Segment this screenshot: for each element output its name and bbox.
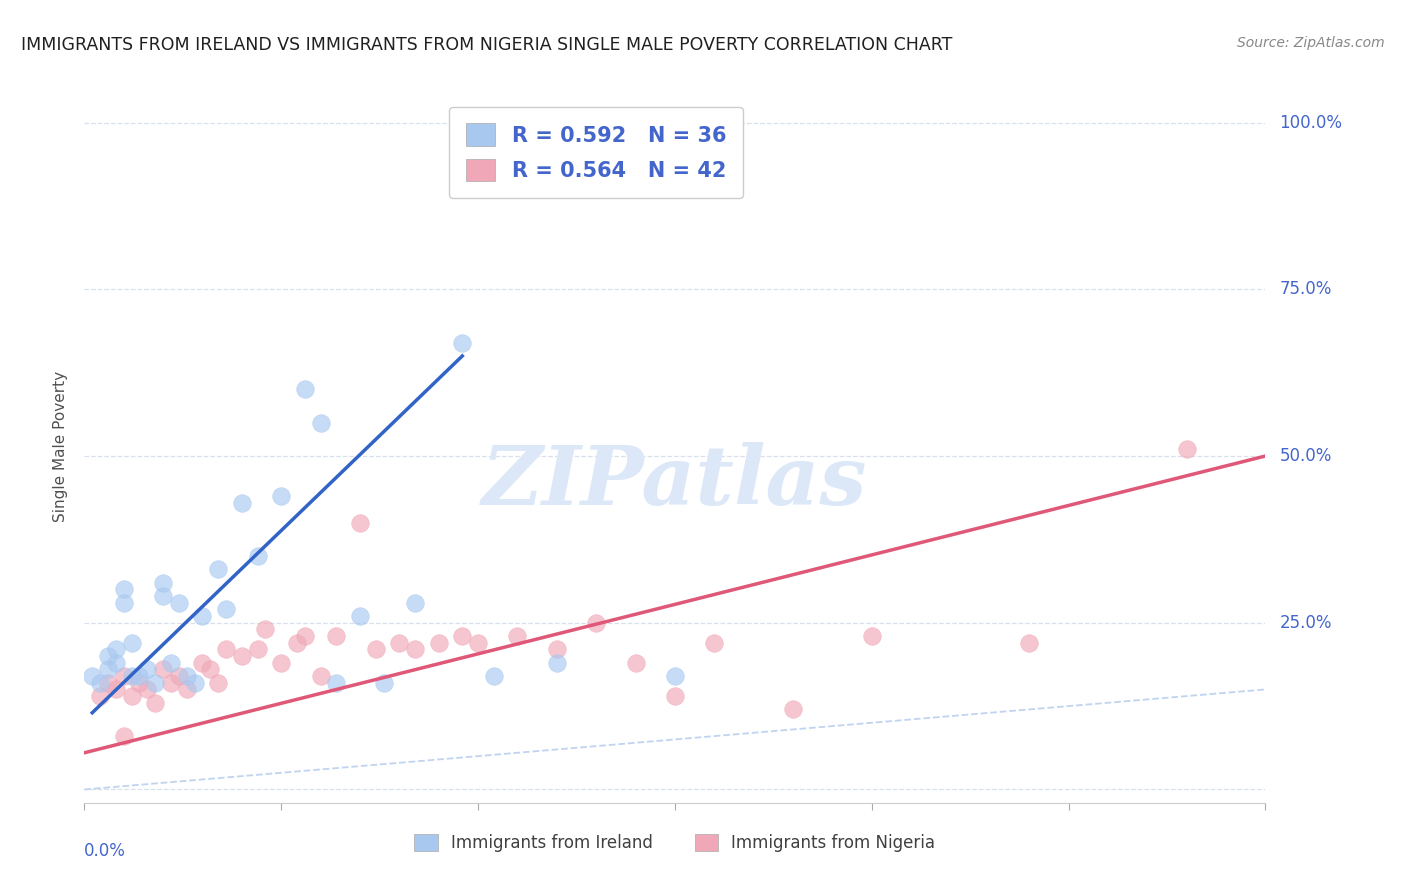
Point xyxy=(89,675,111,690)
Point xyxy=(152,589,174,603)
Point xyxy=(270,656,292,670)
Point xyxy=(176,682,198,697)
Point xyxy=(191,609,214,624)
Point xyxy=(246,642,269,657)
Point xyxy=(860,629,883,643)
Point xyxy=(121,669,143,683)
Point xyxy=(349,609,371,624)
Point xyxy=(128,669,150,683)
Text: 50.0%: 50.0% xyxy=(1279,447,1331,465)
Point xyxy=(482,669,505,683)
Point xyxy=(1175,442,1198,457)
Point xyxy=(285,636,308,650)
Text: 0.0%: 0.0% xyxy=(84,842,127,860)
Point xyxy=(782,702,804,716)
Point xyxy=(624,656,647,670)
Point xyxy=(231,496,253,510)
Point xyxy=(309,669,332,683)
Text: 75.0%: 75.0% xyxy=(1279,280,1331,298)
Point xyxy=(97,662,120,676)
Point xyxy=(349,516,371,530)
Legend: Immigrants from Ireland, Immigrants from Nigeria: Immigrants from Ireland, Immigrants from… xyxy=(408,827,942,859)
Point xyxy=(167,596,190,610)
Point xyxy=(183,675,205,690)
Point xyxy=(294,629,316,643)
Point xyxy=(325,675,347,690)
Point xyxy=(128,675,150,690)
Point xyxy=(254,623,277,637)
Point xyxy=(121,636,143,650)
Point xyxy=(160,656,183,670)
Point xyxy=(325,629,347,643)
Point xyxy=(546,642,568,657)
Point xyxy=(703,636,725,650)
Text: IMMIGRANTS FROM IRELAND VS IMMIGRANTS FROM NIGERIA SINGLE MALE POVERTY CORRELATI: IMMIGRANTS FROM IRELAND VS IMMIGRANTS FR… xyxy=(21,36,952,54)
Point xyxy=(207,675,229,690)
Point xyxy=(1018,636,1040,650)
Point xyxy=(167,669,190,683)
Point xyxy=(152,662,174,676)
Point xyxy=(104,682,127,697)
Point xyxy=(176,669,198,683)
Text: Source: ZipAtlas.com: Source: ZipAtlas.com xyxy=(1237,36,1385,50)
Point xyxy=(364,642,387,657)
Point xyxy=(82,669,104,683)
Point xyxy=(309,416,332,430)
Point xyxy=(231,649,253,664)
Point xyxy=(136,662,159,676)
Point xyxy=(104,656,127,670)
Point xyxy=(404,642,426,657)
Point xyxy=(451,335,474,350)
Point xyxy=(215,642,238,657)
Point xyxy=(89,689,111,703)
Point xyxy=(104,642,127,657)
Point xyxy=(373,675,395,690)
Point xyxy=(97,675,120,690)
Point xyxy=(404,596,426,610)
Text: ZIPatlas: ZIPatlas xyxy=(482,442,868,522)
Point xyxy=(200,662,222,676)
Point xyxy=(467,636,489,650)
Point xyxy=(215,602,238,616)
Point xyxy=(388,636,411,650)
Point xyxy=(246,549,269,563)
Point xyxy=(664,669,686,683)
Point xyxy=(546,656,568,670)
Point xyxy=(143,696,166,710)
Point xyxy=(427,636,450,650)
Point xyxy=(152,575,174,590)
Point xyxy=(585,615,607,630)
Text: 25.0%: 25.0% xyxy=(1279,614,1331,632)
Point xyxy=(191,656,214,670)
Point xyxy=(294,382,316,396)
Y-axis label: Single Male Poverty: Single Male Poverty xyxy=(53,370,69,522)
Point xyxy=(207,562,229,576)
Point xyxy=(121,689,143,703)
Point xyxy=(160,675,183,690)
Point xyxy=(143,675,166,690)
Text: 100.0%: 100.0% xyxy=(1279,113,1343,131)
Point xyxy=(112,596,135,610)
Point xyxy=(136,682,159,697)
Point xyxy=(97,649,120,664)
Point xyxy=(270,489,292,503)
Point xyxy=(112,582,135,597)
Point xyxy=(112,669,135,683)
Point xyxy=(112,729,135,743)
Point xyxy=(506,629,529,643)
Point xyxy=(451,629,474,643)
Point xyxy=(664,689,686,703)
